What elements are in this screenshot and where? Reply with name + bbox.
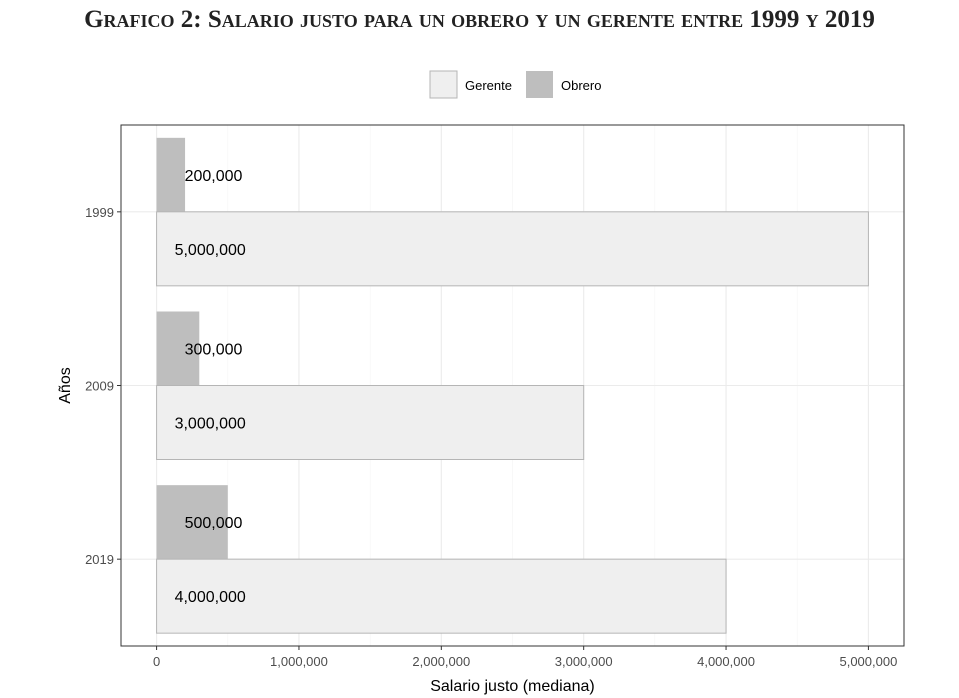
- x-axis: 0 1,000,000 2,000,000 3,000,000 4,000,000 5,0…: [153, 646, 897, 669]
- legend: Gerente Obrero: [429, 70, 601, 99]
- legend-swatch-gerente: [429, 70, 458, 99]
- y-tick-label: 2019: [85, 552, 114, 567]
- bar-obrero: [156, 311, 200, 386]
- figure-title: Grafico 2: Salario justo para un obrero …: [84, 6, 875, 33]
- data-label-obrero: 500,000: [185, 515, 243, 532]
- x-tick-label: 1,000,000: [270, 654, 328, 669]
- data-labels: 200,000 5,000,000 300,000 3,000,000 500,000 4…: [175, 168, 246, 606]
- data-label-gerente: 4,000,000: [175, 589, 246, 606]
- bars: [156, 137, 869, 634]
- y-axis-label: Años: [57, 367, 74, 403]
- legend-label-obrero: Obrero: [561, 78, 601, 93]
- x-tick-label: 0: [153, 654, 160, 669]
- y-tick-label: 1999: [85, 205, 114, 220]
- data-label-gerente: 5,000,000: [175, 242, 246, 259]
- x-tick-label: 3,000,000: [555, 654, 613, 669]
- legend-label-gerente: Gerente: [465, 78, 512, 93]
- bar-gerente: [156, 558, 727, 634]
- legend-swatch-obrero: [526, 71, 553, 98]
- x-tick-label: 2,000,000: [412, 654, 470, 669]
- bar-obrero: [156, 485, 228, 560]
- x-tick-label: 5,000,000: [839, 654, 897, 669]
- bar-gerente: [156, 385, 585, 460]
- x-axis-label: Salario justo (mediana): [430, 678, 595, 695]
- data-label-obrero: 200,000: [185, 168, 243, 185]
- data-label-obrero: 300,000: [185, 342, 243, 359]
- bar-gerente: [156, 211, 869, 287]
- y-axis: 1999 2009 2019: [85, 205, 121, 567]
- x-tick-label: 4,000,000: [697, 654, 755, 669]
- bar-obrero: [156, 137, 186, 212]
- data-label-gerente: 3,000,000: [175, 416, 246, 433]
- y-tick-label: 2009: [85, 379, 114, 394]
